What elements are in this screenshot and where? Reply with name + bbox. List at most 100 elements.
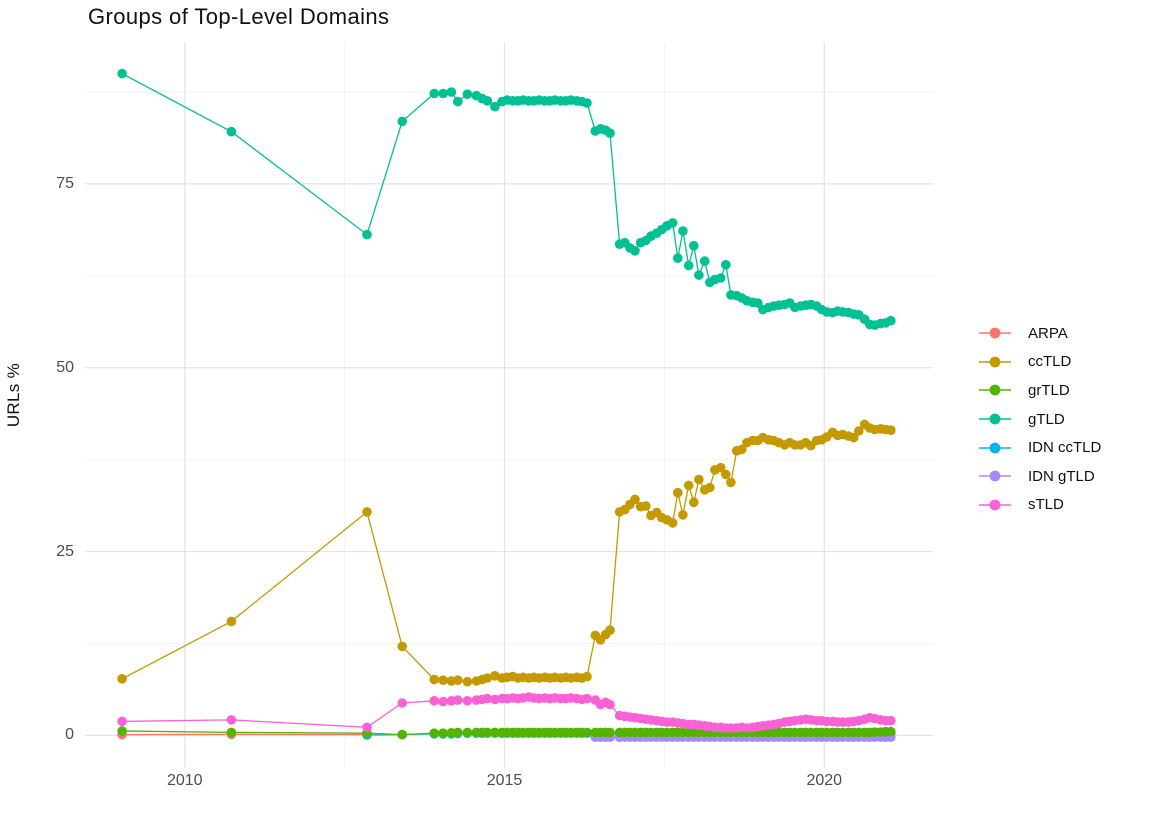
chart-title: Groups of Top-Level Domains — [88, 4, 390, 29]
x-tick-label-2015: 2015 — [486, 772, 523, 789]
data-point — [482, 693, 493, 704]
data-point — [641, 501, 651, 511]
data-point — [117, 674, 127, 684]
legend-key-icon — [979, 385, 1011, 396]
data-point — [429, 88, 440, 99]
data-point — [582, 727, 592, 738]
data-point — [429, 728, 440, 738]
data-point — [689, 497, 699, 508]
data-point — [462, 89, 473, 99]
data-point — [673, 487, 683, 498]
data-point — [886, 315, 896, 326]
data-point — [667, 218, 678, 228]
legend-item-arpa: ARPA — [978, 319, 1101, 348]
data-point — [462, 696, 473, 706]
legend-item-gtld: gTLD — [978, 405, 1101, 434]
series-gtld — [117, 68, 896, 330]
legend-label: ARPA — [1028, 324, 1068, 342]
data-point — [117, 68, 127, 79]
data-point — [453, 727, 463, 738]
data-point — [438, 88, 448, 99]
data-point — [226, 727, 237, 738]
data-point — [694, 474, 704, 485]
data-point — [673, 253, 683, 263]
series-stld — [117, 692, 896, 733]
legend-key-icon — [979, 356, 1011, 368]
data-point — [438, 728, 448, 738]
data-point — [438, 675, 448, 685]
legend-label: gTLD — [1028, 410, 1065, 428]
data-point — [582, 671, 592, 682]
data-point — [721, 260, 731, 270]
legend-key-icon — [979, 499, 1011, 511]
data-point — [737, 444, 747, 455]
data-point — [605, 625, 615, 635]
y-tick-label-75: 75 — [56, 174, 74, 192]
legend: ARPA ccTLD grTLD gTLD IDN ccTLD IDN gTLD sTLD — [978, 319, 1101, 519]
data-point — [854, 426, 864, 436]
data-point — [462, 676, 473, 687]
data-point — [453, 96, 463, 107]
data-point — [699, 256, 710, 266]
legend-key-icon — [979, 442, 1011, 454]
data-point — [462, 727, 473, 738]
data-point — [226, 126, 237, 137]
legend-item-idn-cctld: IDN ccTLD — [978, 433, 1101, 462]
legend-item-idn-gtld: IDN gTLD — [978, 462, 1101, 491]
legend-item-grtld: grTLD — [978, 376, 1101, 405]
data-point — [226, 715, 237, 725]
data-point — [482, 727, 493, 738]
data-point — [362, 722, 372, 733]
data-point — [362, 507, 372, 517]
data-point — [438, 696, 448, 707]
legend-key-icon — [979, 413, 1011, 425]
data-point — [453, 695, 463, 705]
legend-key-icon — [979, 327, 1011, 339]
data-point — [397, 641, 408, 652]
data-point — [397, 698, 408, 708]
data-point — [886, 715, 896, 726]
data-point — [630, 246, 640, 256]
data-point — [678, 510, 688, 520]
data-point — [848, 432, 859, 443]
legend-label: grTLD — [1028, 381, 1070, 399]
legend-key-icon — [979, 470, 1011, 482]
data-point — [705, 482, 715, 493]
data-point — [482, 96, 493, 106]
legend-label: IDN gTLD — [1028, 467, 1095, 485]
data-point — [683, 260, 694, 271]
data-point — [886, 425, 896, 436]
series-line — [121, 73, 892, 326]
data-point — [446, 87, 457, 97]
legend-label: IDN ccTLD — [1028, 439, 1102, 457]
data-point — [683, 480, 694, 491]
data-point — [226, 616, 237, 627]
data-point — [117, 716, 127, 727]
data-point — [482, 673, 493, 683]
series-cctld — [117, 419, 896, 687]
data-point — [667, 518, 678, 528]
data-point — [117, 726, 127, 736]
data-point — [721, 469, 731, 480]
legend-item-stld: sTLD — [978, 491, 1101, 520]
legend-label: ccTLD — [1028, 353, 1072, 371]
data-point — [605, 128, 615, 138]
legend-item-cctld: ccTLD — [978, 348, 1101, 377]
data-point — [397, 116, 408, 127]
x-tick-label-2010: 2010 — [166, 772, 203, 789]
data-point — [630, 494, 640, 505]
data-point — [490, 101, 500, 112]
legend-label: sTLD — [1028, 496, 1064, 514]
data-point — [694, 270, 704, 280]
data-point — [582, 693, 592, 704]
data-point — [362, 229, 372, 240]
data-point — [605, 699, 615, 710]
data-point — [689, 240, 699, 251]
data-point — [715, 273, 726, 283]
data-point — [605, 727, 615, 738]
data-point — [715, 462, 726, 473]
data-point — [429, 696, 440, 706]
data-point — [429, 674, 440, 685]
